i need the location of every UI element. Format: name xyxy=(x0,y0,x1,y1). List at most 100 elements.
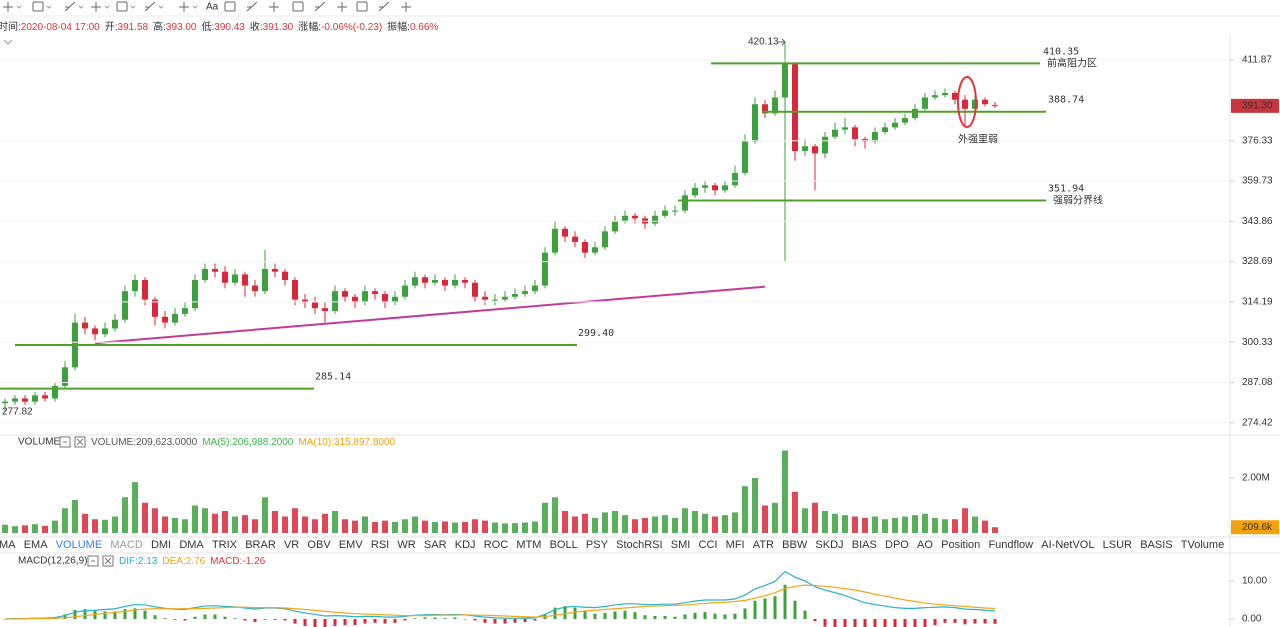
indicator-tab[interactable]: WR xyxy=(397,539,416,551)
indicator-tab[interactable]: OBV xyxy=(307,539,331,551)
indicator-tab[interactable]: PSY xyxy=(585,539,608,551)
macd-bar xyxy=(333,619,337,626)
settings-button[interactable] xyxy=(87,555,99,567)
candle-body xyxy=(842,127,848,130)
settings-button[interactable] xyxy=(59,436,71,448)
text-tool[interactable]: Aa xyxy=(206,2,219,13)
indicator-tab[interactable]: AO xyxy=(917,539,933,551)
toolbar-icon[interactable] xyxy=(378,1,390,12)
macd-bar xyxy=(663,615,667,620)
indicator-tab[interactable]: SMI xyxy=(670,539,691,551)
indicator-tab[interactable]: AI-NetVOL xyxy=(1041,539,1095,551)
candle-body xyxy=(752,104,758,142)
toolbar-icon[interactable] xyxy=(64,1,84,12)
candle-body xyxy=(332,291,338,312)
indicator-tab[interactable]: ATR xyxy=(752,539,774,551)
dropdown-arrow xyxy=(192,5,198,9)
candle-body xyxy=(742,141,748,173)
volume-bar xyxy=(572,516,578,533)
toolbar-icon[interactable] xyxy=(116,1,136,12)
collapse-icon[interactable] xyxy=(3,39,13,45)
macd-bar xyxy=(653,615,657,620)
indicator-tab[interactable]: BOLL xyxy=(549,539,578,551)
volume-bar xyxy=(552,497,558,533)
indicator-tab[interactable]: BRAR xyxy=(245,539,276,551)
indicator-tab[interactable]: SAR xyxy=(423,539,447,551)
indicator-tab[interactable]: DMA xyxy=(179,539,204,551)
macd-bar xyxy=(213,614,217,620)
toolbar-icon[interactable] xyxy=(144,1,164,12)
volume-bar xyxy=(682,508,688,533)
indicator-tab[interactable]: BASIS xyxy=(1140,539,1173,551)
volume-bar xyxy=(902,516,908,533)
candle-body xyxy=(302,299,308,303)
volume-bar xyxy=(782,450,788,533)
indicator-tab[interactable]: RSI xyxy=(370,539,390,551)
macd-bar xyxy=(133,608,137,620)
indicator-tab[interactable]: LSUR xyxy=(1102,539,1132,551)
toolbar-icon[interactable] xyxy=(269,2,279,12)
toolbar-icon[interactable] xyxy=(246,1,258,12)
volume-bar xyxy=(422,520,428,533)
indicator-tab[interactable]: VR xyxy=(283,539,300,551)
toolbar-icon[interactable] xyxy=(292,1,304,12)
macd-bar xyxy=(683,614,687,620)
toolbar-icon[interactable] xyxy=(224,1,236,12)
indicator-tab[interactable]: KDJ xyxy=(454,539,476,551)
volume-bar xyxy=(492,522,498,533)
indicator-tab[interactable]: ROC xyxy=(483,539,509,551)
macd-bar xyxy=(853,619,857,627)
indicator-tab[interactable]: MA xyxy=(0,539,16,551)
indicator-tab[interactable]: EMV xyxy=(338,539,363,551)
macd-bar xyxy=(753,600,757,620)
indicator-tab[interactable]: EMA xyxy=(23,539,48,551)
volume-bar xyxy=(222,511,228,533)
indicator-tab[interactable]: TVolume xyxy=(1180,539,1225,551)
toolbar-icon[interactable] xyxy=(356,1,368,12)
y-tick-label: 0.00 xyxy=(1242,614,1262,625)
toolbar-icon[interactable] xyxy=(32,1,52,12)
indicator-tab[interactable]: CCI xyxy=(698,539,718,551)
indicator-tab[interactable]: StochRSI xyxy=(616,539,663,551)
button-glyph[interactable] xyxy=(76,438,84,446)
toolbar-icon[interactable] xyxy=(401,2,411,12)
indicator-tab[interactable]: DPO xyxy=(885,539,909,551)
indicator-tab[interactable]: MFI xyxy=(725,539,745,551)
info-value: 391.30 xyxy=(263,22,294,33)
volume-bar xyxy=(882,519,888,533)
macd-bar xyxy=(383,619,387,624)
volume-bar xyxy=(42,525,48,533)
indicator-tab[interactable]: Position xyxy=(941,539,981,551)
toolbar-icon[interactable] xyxy=(3,2,22,12)
volume-bar xyxy=(842,515,848,533)
candle-body xyxy=(352,296,358,303)
close-button[interactable] xyxy=(102,555,114,567)
indicator-tab[interactable]: MACD xyxy=(110,539,143,551)
indicator-tab[interactable]: TRIX xyxy=(211,539,238,551)
macd-bar xyxy=(343,619,347,626)
indicator-tab[interactable]: VOLUME xyxy=(55,539,103,551)
candle-body xyxy=(242,274,248,286)
toolbar-icon[interactable] xyxy=(179,2,198,12)
indicator-tab[interactable]: Fundflow xyxy=(988,539,1034,551)
indicator-tab[interactable]: BBW xyxy=(782,539,808,551)
toolbar-icon[interactable] xyxy=(91,2,110,12)
macd-bar xyxy=(73,609,77,620)
candle-body xyxy=(712,185,718,191)
indicator-tab[interactable]: BIAS xyxy=(851,539,877,551)
current-volume-box xyxy=(1231,520,1279,535)
toolbar-icon[interactable] xyxy=(337,2,347,12)
candle-body xyxy=(372,291,378,294)
icon-glyph xyxy=(64,1,76,12)
macd-bar xyxy=(813,619,817,622)
volume-bar xyxy=(732,512,738,533)
info-label: 时间: xyxy=(0,20,21,33)
candle-body xyxy=(412,277,418,286)
toolbar-icon[interactable] xyxy=(314,1,326,12)
indicator-tab[interactable]: SKDJ xyxy=(815,539,844,551)
button-glyph[interactable] xyxy=(104,557,112,565)
indicator-tab[interactable]: DMI xyxy=(150,539,172,551)
close-button[interactable] xyxy=(74,436,86,448)
indicator-tab[interactable]: MTM xyxy=(516,539,542,551)
